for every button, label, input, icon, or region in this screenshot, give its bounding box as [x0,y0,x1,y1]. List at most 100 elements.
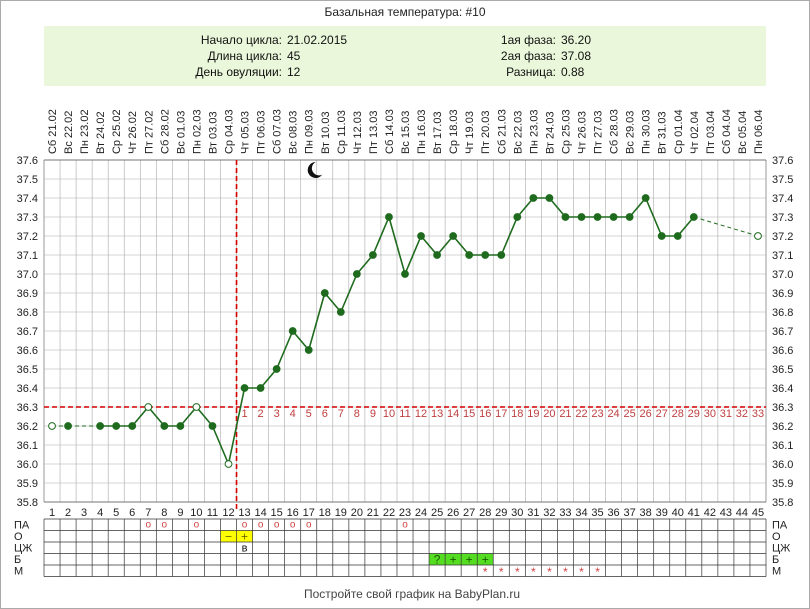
date-label: Пн 23.02 [79,109,91,154]
series-line-segment [420,235,438,256]
data-point[interactable] [369,251,377,259]
data-point[interactable] [754,232,762,240]
date-label: Сб 28.03 [609,109,621,154]
data-point[interactable] [160,422,169,430]
data-point[interactable] [625,213,634,221]
series-line-segment [644,197,663,237]
data-point[interactable] [641,194,650,202]
data-point[interactable] [224,460,233,468]
table-row-label: М [14,566,23,578]
post-ovulation-day-label: 9 [370,408,376,420]
phase2-label: 2ая фаза: [501,49,556,63]
data-point[interactable] [401,270,409,278]
reference-lines [44,160,766,512]
series-line-segment [500,216,519,256]
date-label: Пт 13.03 [368,110,380,154]
table-row-label-right: ПА [772,520,788,532]
pa-marker: o [242,520,248,531]
data-point[interactable] [497,251,506,259]
post-ovulation-day-label: 26 [640,408,652,420]
date-label: Чт 26.03 [576,111,588,154]
data-point[interactable] [240,384,249,392]
post-ovulation-day-label: 17 [495,408,507,420]
data-point[interactable] [336,308,345,316]
y-tick-label-left: 36.9 [17,288,38,300]
y-tick-label-left: 37.1 [17,250,38,262]
data-point[interactable] [352,270,361,278]
date-label: Ср 25.03 [560,109,572,154]
b-cell-highlight [461,553,478,565]
data-point[interactable] [96,422,105,430]
data-point[interactable] [481,251,490,259]
date-label: Чт 12.03 [352,111,364,154]
cycle-day-number: 24 [415,507,427,519]
data-point[interactable] [577,213,586,221]
y-tick-label-right: 36.8 [772,307,793,319]
y-tick-label-right: 36.2 [772,421,793,433]
post-ovulation-day-label: 23 [591,408,603,420]
data-point[interactable] [545,194,554,202]
y-tick-label-left: 37.6 [17,155,38,167]
date-label: Вс 08.03 [288,111,300,154]
cycle-day-number: 6 [129,507,135,519]
chart-title: Базальная температура: #10 [324,5,485,19]
cycle-day-number: 27 [463,507,475,519]
data-point[interactable] [176,422,185,430]
data-point[interactable] [657,232,666,240]
date-label: Ср 11.03 [336,110,348,154]
cycle-length-label: Длина цикла: [208,49,282,63]
series-line-segment [548,197,567,218]
date-label: Ср 04.03 [224,109,236,154]
y-tick-label-left: 36.6 [17,345,38,357]
data-point[interactable] [144,403,153,411]
data-point[interactable] [417,232,425,240]
post-ovulation-day-label: 6 [322,408,328,420]
data-point[interactable] [593,213,602,221]
cycle-day-number: 28 [479,507,491,519]
date-label: Сб 28.02 [159,109,171,154]
y-tick-label-left: 36.8 [17,307,38,319]
cycle-day-number: 5 [113,507,119,519]
post-ovulation-day-label: 12 [415,408,427,420]
data-point[interactable] [128,422,137,430]
data-point[interactable] [689,213,698,221]
data-point[interactable] [320,289,329,297]
date-label: Сб 07.03 [272,109,284,154]
data-point[interactable] [433,251,441,259]
date-label: Пн 06.04 [753,109,765,154]
date-label: Вс 29.03 [625,111,637,154]
post-ovulation-day-label: 18 [511,408,523,420]
post-ovulation-day-labels: 1 2 3 4 5 6 7 8 9 10 11 12 13 14 15 16 17 18 19 20 21 22 23 24 2… [241,408,764,420]
data-point[interactable] [385,213,393,221]
cycle-day-number: 42 [704,507,716,519]
data-point[interactable] [529,194,538,202]
data-point[interactable] [208,422,217,430]
y-tick-label-right: 36.3 [772,402,793,414]
cycle-day-number: 10 [190,507,202,519]
data-point[interactable] [561,213,570,221]
pa-marker: o [306,520,312,531]
pa-marker: o [402,520,408,531]
data-point[interactable] [609,213,618,221]
data-point[interactable] [288,327,297,335]
cycle-day-number: 43 [720,507,732,519]
data-point[interactable] [272,365,281,373]
data-point[interactable] [449,232,458,240]
data-point[interactable] [48,422,56,430]
data-point[interactable] [64,422,72,430]
data-point[interactable] [192,403,201,411]
data-point[interactable] [256,384,265,392]
data-point[interactable] [465,251,474,259]
data-point[interactable] [304,346,313,354]
data-point[interactable] [673,232,682,240]
cycle-day-number: 31 [527,507,539,519]
data-point[interactable] [513,213,522,221]
y-tick-label-left: 37.5 [17,174,38,186]
post-ovulation-day-label: 31 [720,408,732,420]
table-row-label: Б [14,554,21,566]
table-row-label-right: ЦЖ [772,543,790,555]
y-tick-label-right: 36.7 [772,326,793,338]
series-line-segment [131,406,149,427]
data-point[interactable] [112,422,121,430]
footer-link[interactable]: Постройте свой график на BabyPlan.ru [304,587,520,601]
